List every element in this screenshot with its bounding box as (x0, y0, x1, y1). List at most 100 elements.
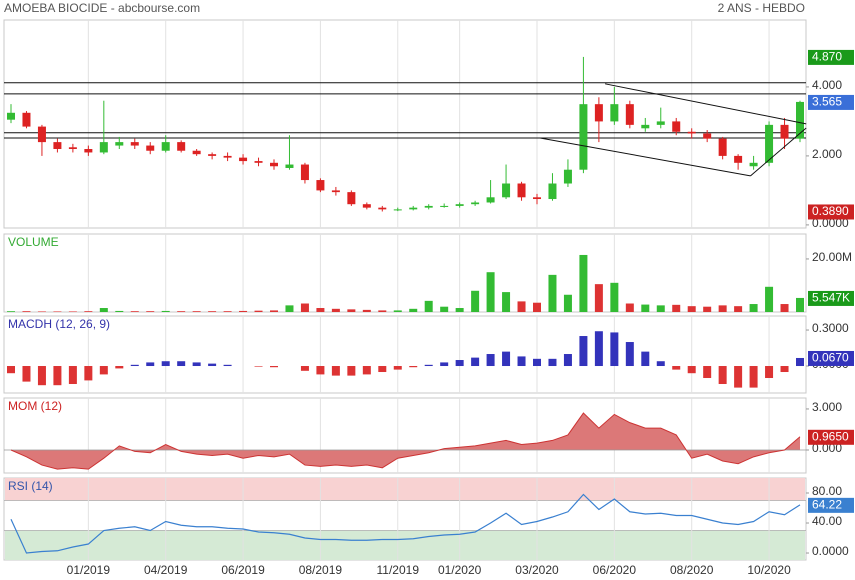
bar (393, 366, 402, 370)
bar (331, 366, 340, 376)
candle-body (68, 147, 77, 150)
bar (749, 366, 758, 388)
bar (486, 272, 495, 312)
candle-body (486, 197, 495, 203)
bar (471, 290, 480, 312)
candle-body (641, 124, 650, 129)
candle-body (765, 124, 774, 163)
candle-body (471, 202, 480, 205)
candle-body (517, 183, 526, 198)
candle-body (161, 142, 170, 151)
candle-body (610, 104, 619, 122)
bar (37, 311, 46, 312)
bar (440, 362, 449, 367)
bar (53, 311, 62, 312)
bar (161, 361, 170, 367)
y-tick-label: 0.0000 (812, 216, 849, 230)
candle-body (424, 205, 433, 208)
candle-body (84, 149, 93, 153)
candle-body (594, 104, 603, 122)
bar (796, 357, 804, 367)
candle-body (718, 138, 727, 156)
bar (208, 363, 217, 367)
panel (3, 397, 807, 474)
bar (146, 362, 155, 367)
price-label: 0.3890 (812, 204, 849, 218)
x-tick-label: 06/2020 (593, 563, 637, 577)
bar (703, 306, 712, 312)
bar (84, 366, 93, 381)
bar (610, 282, 619, 312)
bar (796, 297, 804, 312)
bar (130, 311, 139, 312)
y-tick-label: 4.000 (812, 78, 842, 92)
bar (254, 366, 263, 367)
bar (502, 351, 511, 367)
bar (718, 366, 727, 385)
bar (641, 304, 650, 312)
bar (393, 310, 402, 312)
candle-body (533, 197, 541, 200)
panel-title: MACDH (12, 26, 9) (8, 317, 110, 331)
bar (7, 366, 15, 374)
y-tick-label: 0.3000 (812, 321, 849, 335)
x-tick-label: 11/2019 (377, 563, 420, 577)
bar (84, 311, 93, 312)
x-tick-label: 01/2019 (67, 563, 111, 577)
candle-body (362, 204, 371, 208)
bar (347, 366, 356, 376)
candle-body (796, 101, 804, 139)
bar (718, 305, 727, 312)
x-tick-label: 06/2019 (221, 563, 265, 577)
candle-body (270, 162, 278, 167)
band (5, 478, 805, 501)
candle-body (672, 121, 681, 132)
bar (455, 308, 464, 312)
candle-body (53, 142, 62, 150)
last-label-box (808, 350, 854, 366)
bar (424, 300, 433, 312)
bar (409, 308, 418, 312)
bar (99, 366, 108, 375)
candle-body (239, 157, 248, 162)
chart-title: AMOEBA BIOCIDE - abcbourse.com (4, 1, 200, 15)
y-tick-label: 80.00 (812, 484, 842, 498)
last-label-box (808, 429, 854, 445)
bar (223, 311, 232, 312)
bar (703, 366, 712, 379)
candle-body (300, 164, 309, 181)
bar (285, 305, 294, 312)
bar (115, 366, 124, 369)
trendline (750, 127, 807, 177)
bar (656, 305, 665, 312)
bar (765, 366, 774, 379)
line (10, 412, 801, 470)
candle-body (440, 205, 449, 207)
bar (517, 356, 526, 367)
bar (208, 311, 217, 312)
bar (254, 310, 263, 312)
bar (347, 309, 356, 312)
chart-subtitle: 2 ANS - HEBDO (718, 1, 805, 15)
last-label: 5.547K (812, 291, 850, 305)
x-tick-label: 08/2019 (299, 563, 343, 577)
bar (672, 366, 681, 370)
bar (300, 366, 309, 371)
candle-body (192, 150, 201, 155)
candle-body (656, 121, 665, 125)
bar (687, 306, 696, 312)
bar (548, 274, 557, 312)
candle-body (548, 183, 557, 200)
bar (641, 351, 650, 367)
bar (192, 362, 201, 367)
x-tick-label: 04/2019 (144, 563, 188, 577)
last-label-box (808, 497, 854, 513)
last-label: 0.0670 (812, 351, 849, 365)
candle-body (502, 183, 511, 198)
candle-body (378, 207, 387, 210)
bar (22, 366, 31, 382)
candle-body (208, 154, 217, 156)
bar (424, 364, 433, 367)
bar (533, 302, 541, 312)
